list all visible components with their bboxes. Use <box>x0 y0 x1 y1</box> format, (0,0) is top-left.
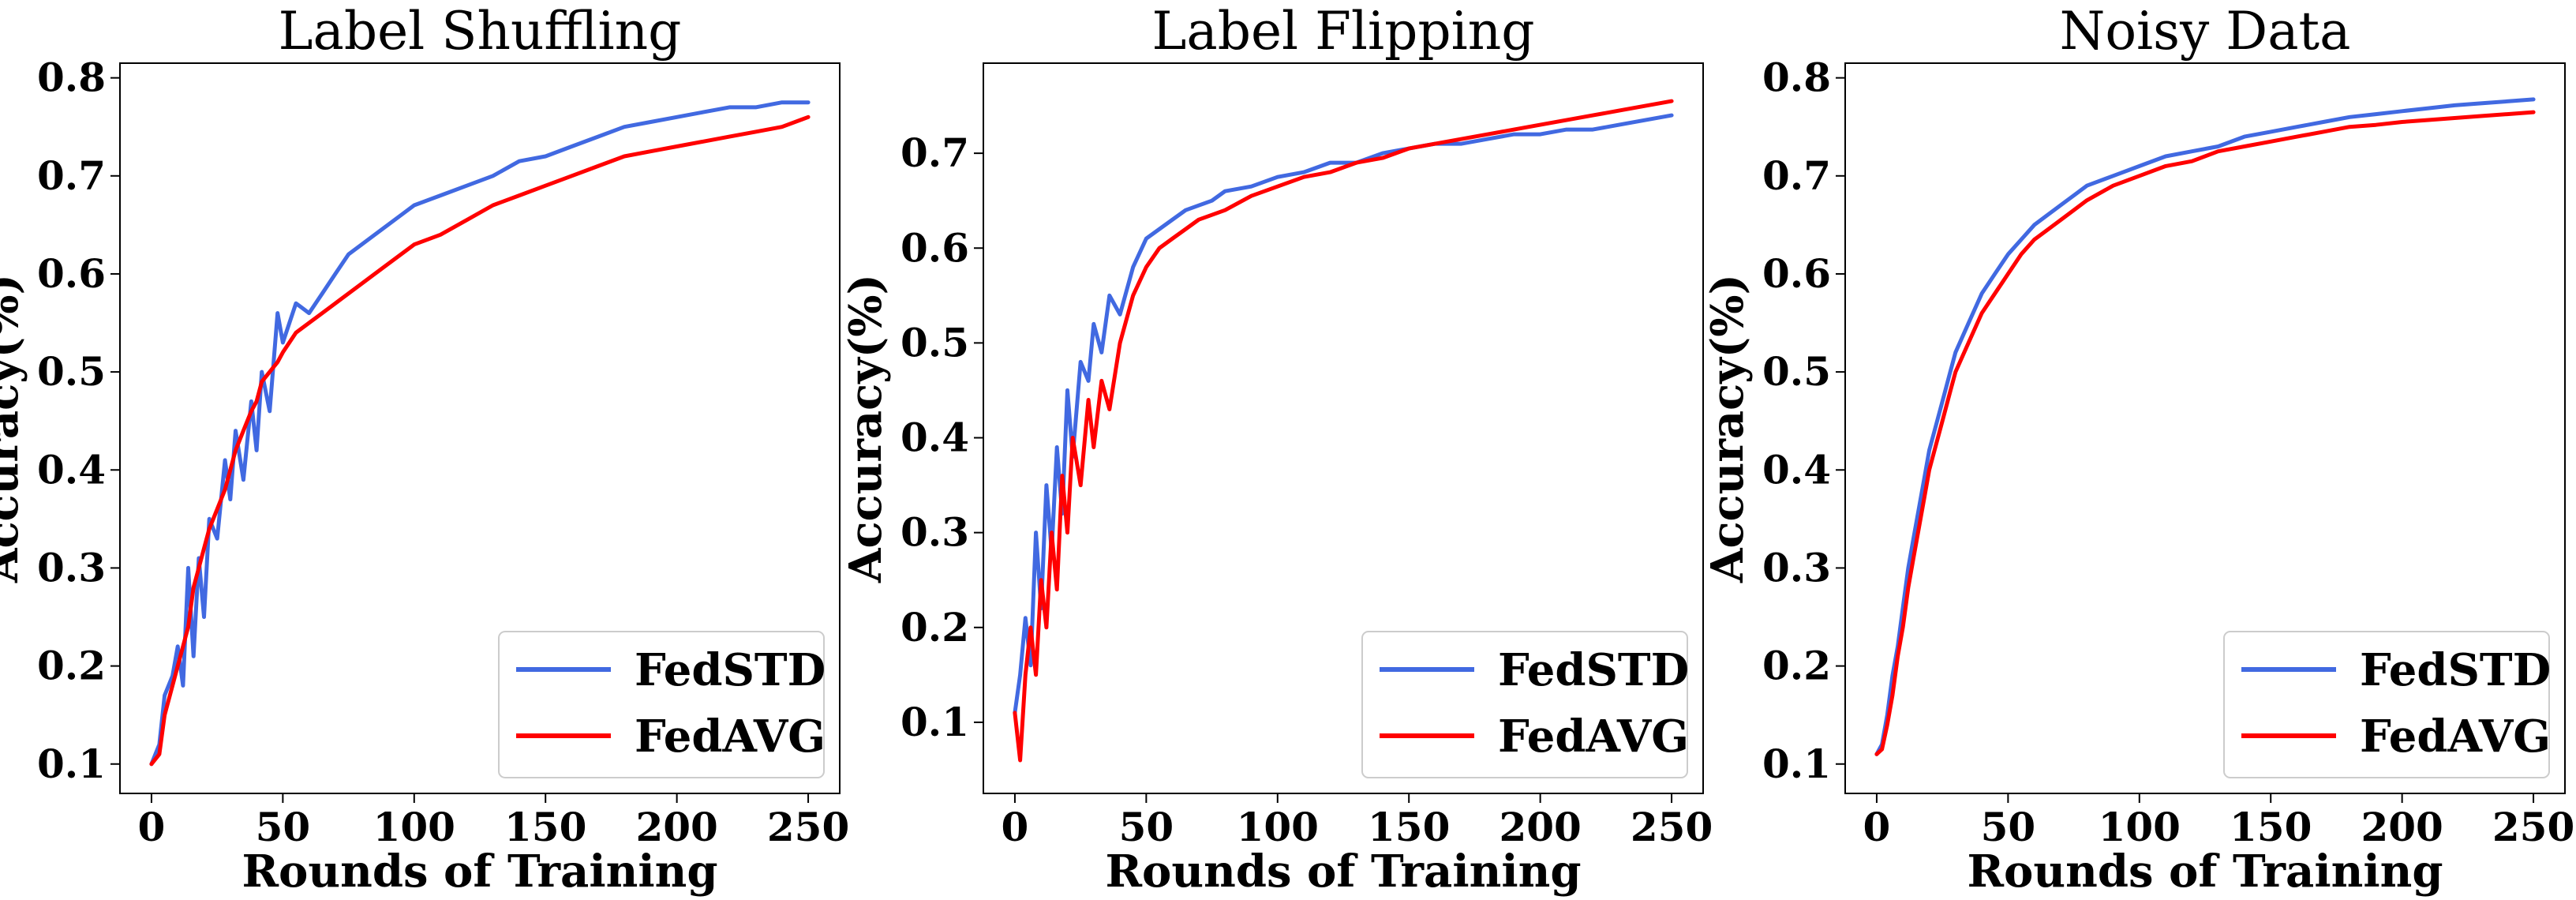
y-tick-label: 0.7 <box>1762 152 1831 199</box>
series-line-fedavg <box>1013 99 1674 763</box>
y-tick-label: 0.8 <box>1762 54 1831 101</box>
y-tick-label: 0.7 <box>900 129 969 176</box>
y-tick-label: 0.6 <box>900 224 969 271</box>
y-tick-label: 0.3 <box>900 509 969 556</box>
y-tick-label: 0.4 <box>1762 446 1831 493</box>
x-axis-label: Rounds of Training <box>242 846 718 898</box>
y-tick-label: 0.5 <box>37 348 106 395</box>
y-tick-label: 0.3 <box>1762 544 1831 591</box>
y-tick-label: 0.5 <box>900 319 969 366</box>
legend: FedSTD FedAVG <box>1361 631 1689 778</box>
x-tick-label: 250 <box>1631 804 1713 850</box>
chart-title: Noisy Data <box>2060 1 2351 62</box>
x-tick-label: 200 <box>1499 804 1581 850</box>
y-axis-label: Accuracy(%) <box>1702 274 1754 583</box>
x-tick-label: 0 <box>1863 804 1891 850</box>
y-tick-label: 0.7 <box>37 152 106 199</box>
x-tick-label: 50 <box>1981 804 2036 850</box>
chart-panel-3: Noisy Data 0 50 100 150 200 250 0.1 0.2 0.3 0.4 0.5… <box>1702 1 2574 898</box>
x-tick-label: 250 <box>2492 804 2574 850</box>
y-tick-label: 0.6 <box>37 250 106 297</box>
y-tick-label: 0.8 <box>37 54 106 101</box>
plot-frame <box>1844 62 2566 794</box>
x-tick-label: 150 <box>1368 804 1450 850</box>
legend-label-fedstd: FedSTD <box>635 644 826 696</box>
x-tick-label: 100 <box>2099 804 2181 850</box>
x-tick-label: 0 <box>1002 804 1029 850</box>
x-tick-label: 200 <box>2361 804 2443 850</box>
series-line-fedavg <box>149 114 811 767</box>
y-tick-label: 0.4 <box>900 414 969 461</box>
x-tick-label: 100 <box>373 804 455 850</box>
x-axis-label: Rounds of Training <box>1106 846 1582 898</box>
x-tick-label: 200 <box>635 804 717 850</box>
y-axis-label: Accuracy(%) <box>840 274 892 583</box>
x-tick-label: 50 <box>1119 804 1174 850</box>
y-tick-label: 0.4 <box>37 446 106 493</box>
y-tick-label: 0.3 <box>37 544 106 591</box>
legend-label-fedavg: FedAVG <box>2360 711 2551 763</box>
legend: FedSTD FedAVG <box>498 631 826 778</box>
chart-title: Label Flipping <box>1152 1 1535 62</box>
x-tick-label: 100 <box>1237 804 1319 850</box>
y-tick-label: 0.1 <box>1762 741 1831 787</box>
y-tick-label: 0.6 <box>1762 250 1831 297</box>
legend: FedSTD FedAVG <box>2223 631 2551 778</box>
x-tick-label: 150 <box>504 804 586 850</box>
y-tick-label: 0.1 <box>900 699 969 745</box>
x-tick-label: 50 <box>256 804 311 850</box>
legend-label-fedstd: FedSTD <box>2360 644 2551 696</box>
legend-label-fedavg: FedAVG <box>1498 711 1689 763</box>
x-tick-label: 150 <box>2230 804 2312 850</box>
series-line-fedstd <box>1874 97 2536 756</box>
plot-frame <box>983 62 1704 794</box>
y-tick-label: 0.5 <box>1762 348 1831 395</box>
y-axis-label: Accuracy(%) <box>0 274 28 583</box>
series-line-fedstd <box>1013 113 1674 715</box>
plot-frame <box>119 62 841 794</box>
series-line-fedstd <box>149 100 811 767</box>
y-tick-label: 0.2 <box>1762 643 1831 689</box>
x-axis-label: Rounds of Training <box>1968 846 2443 898</box>
series-line-fedavg <box>1874 110 2536 756</box>
x-tick-label: 0 <box>138 804 166 850</box>
chart-panel-2: Label Flipping 0 50 100 150 200 250 0.1 0.2 0.3 0.… <box>840 1 1713 898</box>
chart-panel-1: Label Shuffling 0 50 100 150 200 250 0.1 0.2 0.3 0… <box>0 1 849 898</box>
legend-label-fedavg: FedAVG <box>635 711 826 763</box>
y-tick-label: 0.2 <box>37 643 106 689</box>
y-tick-label: 0.2 <box>900 604 969 651</box>
chart-title: Label Shuffling <box>279 1 682 62</box>
legend-label-fedstd: FedSTD <box>1498 644 1689 696</box>
x-tick-label: 250 <box>767 804 849 850</box>
y-tick-label: 0.1 <box>37 741 106 787</box>
